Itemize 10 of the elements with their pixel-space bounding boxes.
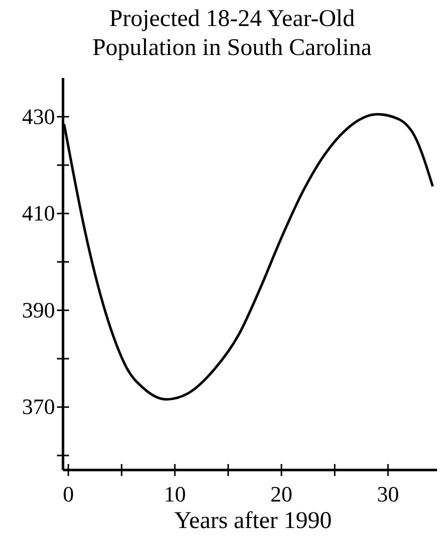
x-tick-label: 30 (376, 482, 399, 507)
y-tick-label: 410 (22, 200, 55, 226)
x-tick-label: 10 (164, 482, 186, 507)
chart-title: Projected 18-24 Year-Old Population in South Carolina (92, 6, 372, 61)
y-tick-label: 370 (22, 394, 55, 420)
y-tick-label: 390 (22, 297, 55, 322)
x-tick-label: 20 (270, 482, 292, 507)
y-tick-label: 430 (22, 104, 55, 129)
x-tick-label: 0 (62, 482, 74, 507)
x-axis-title: Years after 1990 (174, 508, 332, 534)
